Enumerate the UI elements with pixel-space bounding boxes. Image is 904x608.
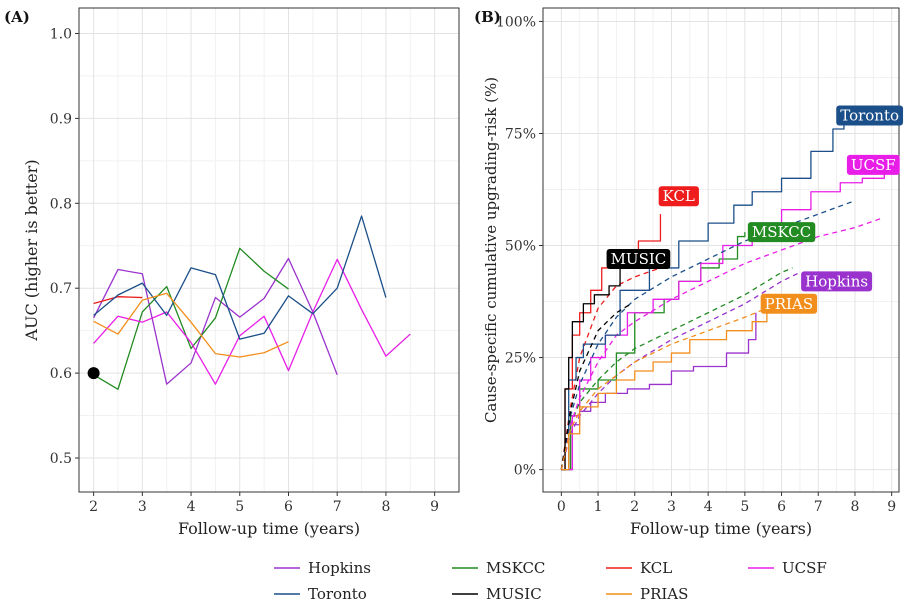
x-tick-label: 2 [89, 499, 98, 515]
series-line-prias [93, 292, 289, 358]
x-tick-label: 4 [704, 499, 713, 515]
legend-label-mskcc: MSKCC [486, 559, 545, 577]
annotation-label-ucsf: UCSF [851, 156, 896, 174]
x-tick-label: 5 [235, 499, 244, 515]
series-line-ucsf-dashed [560, 218, 881, 470]
x-tick-label: 9 [887, 499, 896, 515]
y-axis-title: AUC (higher is better) [22, 159, 41, 341]
series-line-toronto-step [561, 115, 845, 471]
y-tick-label: 0.5 [50, 451, 72, 467]
plot-border [78, 7, 460, 493]
series-line-kcl-dashed [560, 267, 661, 470]
annotation-label-mskcc: MSKCC [752, 223, 811, 241]
annotation-box-toronto [836, 105, 904, 126]
x-tick-label: 6 [284, 499, 293, 515]
y-tick-label: 0.6 [50, 366, 72, 382]
series-line-ucsf-step [561, 164, 885, 471]
y-tick-label: 50% [505, 239, 536, 255]
panel-b: 0 1 2 3 4 5 6 7 8 9 0% 25% 50% 75% 100% Follow-up time … [474, 7, 904, 538]
x-tick-label: 8 [850, 499, 859, 515]
series-line-mskcc-dashed [560, 267, 793, 470]
legend-label-hopkins: Hopkins [308, 559, 371, 577]
series-line-mskcc [93, 247, 289, 390]
y-tick-label: 0.8 [50, 196, 72, 212]
y-axis-title: Cause-specific cumulative upgrading-risk… [482, 77, 500, 423]
annotation-box-mskcc [747, 222, 816, 243]
y-tick-label: 75% [505, 126, 536, 142]
annotation-label-toronto: Toronto [840, 107, 899, 125]
x-tick-label: 5 [740, 499, 749, 515]
x-tick-label: 7 [333, 499, 342, 515]
annotation-box-music [606, 248, 671, 269]
annotation-box-hopkins [801, 271, 873, 292]
annotation-label-music: MUSIC [611, 250, 667, 268]
plot-border [542, 7, 900, 493]
legend-label-music: MUSIC [486, 585, 542, 603]
panel-label: (B) [474, 8, 501, 26]
y-tick-label: 0% [514, 463, 536, 479]
x-axis-title: Follow-up time (years) [178, 519, 360, 538]
series-line-hopkins [93, 257, 338, 385]
series-line-music-step [561, 254, 632, 471]
series-line-toronto [93, 215, 387, 340]
series-line-prias-step [561, 312, 768, 471]
panel-label: (A) [4, 8, 30, 26]
series-line-hopkins-dashed [560, 271, 801, 470]
x-tick-label: 9 [430, 499, 439, 515]
panel-a: 2 3 4 5 6 7 8 9 0.5 0.6 0.7 0.8 0.9 1.0 Follow-up time… [4, 7, 460, 538]
series-line-music-dashed [560, 303, 632, 470]
series-line-prias-dashed [560, 307, 768, 470]
x-tick-label: 3 [138, 499, 147, 515]
series-line-kcl [93, 296, 143, 305]
x-tick-label: 8 [381, 499, 390, 515]
annotation-box-ucsf [846, 154, 900, 175]
x-tick-label: 6 [777, 499, 786, 515]
point-music [87, 367, 100, 380]
legend: Hopkins MSKCC KCL UCSF Toronto MUSIC PRIAS [274, 559, 827, 603]
y-tick-label: 0.7 [50, 281, 72, 297]
annotation-box-kcl [658, 186, 699, 207]
annotation-label-kcl: KCL [663, 187, 695, 205]
y-tick-label: 25% [505, 351, 536, 367]
y-tick-label: 1.0 [50, 26, 72, 42]
legend-label-ucsf: UCSF [782, 559, 827, 577]
x-tick-label: 1 [594, 499, 603, 515]
annotation-label-hopkins: Hopkins [805, 272, 868, 290]
x-tick-label: 4 [187, 499, 196, 515]
legend-label-kcl: KCL [640, 559, 672, 577]
y-tick-label: 100% [496, 14, 536, 30]
series-line-ucsf [93, 258, 411, 385]
x-tick-label: 2 [630, 499, 639, 515]
y-tick-label: 0.9 [50, 111, 72, 127]
x-tick-label: 0 [557, 499, 566, 515]
legend-label-prias: PRIAS [640, 585, 688, 603]
x-axis-title: Follow-up time (years) [630, 519, 812, 538]
x-tick-label: 3 [667, 499, 676, 515]
legend-label-toronto: Toronto [308, 585, 367, 603]
annotation-box-prias [760, 293, 818, 314]
x-tick-label: 7 [814, 499, 823, 515]
annotation-label-prias: PRIAS [765, 295, 813, 313]
